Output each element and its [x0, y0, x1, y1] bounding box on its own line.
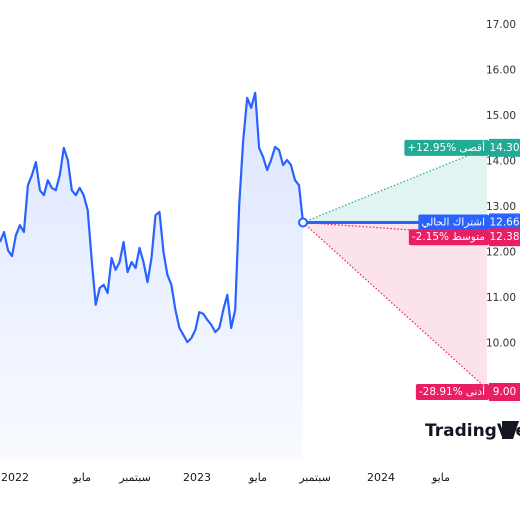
x-tick-label: مايو: [431, 471, 450, 484]
x-tick-label: سبتمبر: [118, 471, 151, 484]
tag-change: -2.15%: [412, 231, 449, 243]
y-tick-label: 12.00: [486, 247, 516, 259]
tag-bg: [418, 214, 489, 231]
x-tick-label: مايو: [248, 471, 267, 484]
tag-name: متوسط: [452, 231, 485, 243]
tag: أقصى+12.95%: [407, 140, 485, 154]
price-tag-bg: [489, 213, 520, 232]
logo: [502, 421, 519, 439]
forecast-line: [302, 221, 488, 236]
tag-bg: [408, 229, 489, 246]
tag: متوسط-2.15%: [412, 231, 485, 243]
price-tag: 12.38: [489, 231, 519, 243]
tag-name: أقصى: [459, 140, 485, 154]
tag-change: -28.91%: [419, 386, 463, 398]
forecast-line: [302, 222, 488, 390]
price-tag-bg: [489, 228, 520, 247]
price-tag: 9.00: [493, 386, 516, 398]
current-point: [298, 217, 308, 228]
x-tick-label: مايو: [72, 471, 91, 484]
y-tick-label: 11.00: [486, 292, 516, 304]
tag: أدنى-28.91%: [419, 384, 485, 398]
tag-bg: [415, 384, 489, 400]
tag-change: +12.95%: [407, 142, 456, 154]
x-tick-label: 2022: [1, 471, 29, 484]
price-line: [0, 91, 305, 344]
y-tick-label: 15.00: [486, 110, 516, 122]
tag-name: أدنى: [466, 384, 485, 398]
forecast-line: [302, 147, 488, 224]
y-tick-label: 16.00: [486, 65, 516, 77]
area: [0, 92, 303, 461]
x-tick-label: سبتمبر: [298, 471, 331, 484]
x-tick-label: 2024: [367, 471, 395, 484]
tag: اشتراك الحالي: [421, 216, 485, 228]
price-tag-bg: [489, 138, 520, 157]
y-tick-label: 13.00: [486, 201, 516, 213]
price-tag-bg: [489, 383, 520, 401]
y-tick-label: 14.00: [486, 156, 516, 168]
tag-bg: [404, 139, 489, 156]
price-tag: 12.66: [489, 216, 519, 228]
tag-name: اشتراك الحالي: [421, 216, 485, 228]
x-tick-label: 2023: [183, 471, 211, 484]
price-tag: 14.30: [489, 142, 519, 154]
watermark: TradingView: [425, 421, 520, 441]
y-tick-label: 17.00: [486, 19, 516, 31]
y-tick-label: 10.00: [486, 338, 516, 350]
